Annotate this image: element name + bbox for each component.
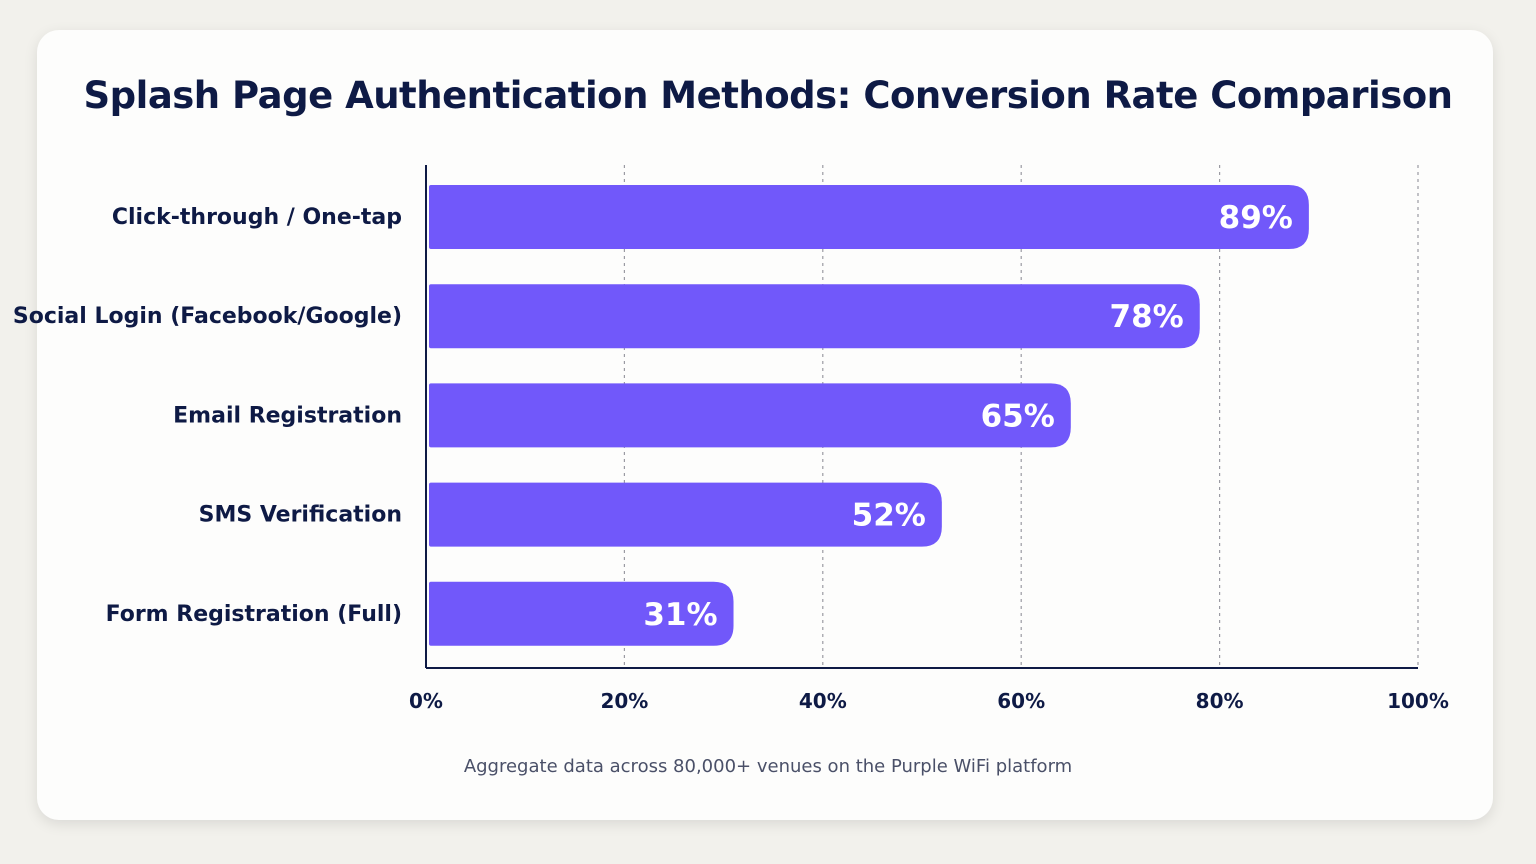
axes: 0% 20% 40% 60% 80% 100% Click-through / One-ta… (13, 165, 1449, 713)
category-label: SMS Verification (199, 503, 402, 528)
category-label: Email Registration (173, 403, 402, 428)
bar-value-label: 52% (852, 498, 926, 534)
bar (429, 581, 734, 646)
category-label: Social Login (Facebook/Google) (13, 304, 402, 329)
x-tick-label: 100% (1387, 689, 1449, 713)
bar (429, 185, 1309, 249)
bar-value-label: 31% (643, 597, 717, 633)
bar (429, 284, 1200, 349)
bar (429, 383, 1071, 448)
x-tick-label: 40% (799, 689, 847, 713)
chart-title: Splash Page Authentication Methods: Conv… (83, 74, 1453, 117)
bars: 89% 78% 65% 52% 31% (429, 185, 1309, 646)
bar-value-label: 65% (981, 398, 1055, 434)
bar-value-label: 89% (1219, 200, 1293, 236)
x-tick-label: 20% (600, 689, 648, 713)
bar-value-label: 78% (1110, 299, 1184, 335)
category-label: Form Registration (Full) (106, 602, 402, 627)
x-tick-label: 80% (1196, 689, 1244, 713)
x-tick-label: 0% (409, 689, 443, 713)
footnote: Aggregate data across 80,000+ venues on … (463, 756, 1073, 777)
x-tick-label: 60% (997, 689, 1045, 713)
category-label: Click-through / One-tap (112, 205, 402, 230)
bar (429, 482, 942, 547)
